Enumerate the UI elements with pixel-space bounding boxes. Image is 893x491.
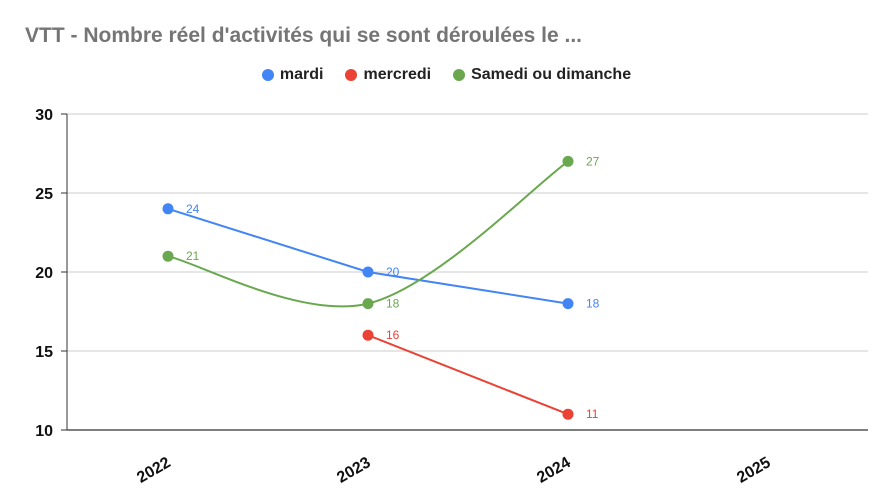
- xtick-label-2025: 2025: [734, 454, 773, 487]
- data-label-mercredi-1: 11: [586, 407, 599, 421]
- data-points: [162, 155, 574, 420]
- data-label-samedi-ou-dimanche-1: 18: [386, 297, 400, 311]
- legend-item-mardi[interactable]: mardi: [261, 66, 324, 84]
- data-label-mardi-1: 20: [386, 265, 400, 279]
- legend-marker-mardi: [261, 69, 274, 81]
- data-point-mardi-0: [162, 203, 174, 215]
- ytick-label-30: 30: [35, 107, 53, 124]
- data-point-samedi-ou-dimanche-1: [362, 298, 374, 310]
- data-point-samedi-ou-dimanche-2: [562, 155, 574, 167]
- ytick-label-25: 25: [35, 186, 53, 203]
- data-label-mardi-0: 24: [186, 202, 200, 216]
- ytick-label-20: 20: [35, 265, 53, 282]
- chart-legend: mardi mercredi Samedi ou dimanche: [0, 66, 893, 84]
- data-point-mercredi-0: [362, 329, 374, 341]
- data-label-mardi-2: 18: [586, 297, 600, 311]
- legend-marker-samedi-ou-dimanche: [453, 69, 466, 81]
- xtick-label-2022: 2022: [134, 454, 173, 487]
- data-label-mercredi-0: 16: [386, 328, 400, 342]
- legend-label-mardi: mardi: [279, 66, 324, 83]
- series-lines: [167, 160, 569, 416]
- xtick-label-2023: 2023: [334, 454, 373, 487]
- data-point-mercredi-1: [562, 408, 574, 420]
- grid-lines: [67, 113, 868, 352]
- data-label-samedi-ou-dimanche-0: 21: [186, 249, 200, 263]
- legend-item-samedi-ou-dimanche[interactable]: Samedi ou dimanche: [453, 66, 631, 84]
- chart-title: VTT - Nombre réel d'activités qui se son…: [25, 24, 582, 47]
- xtick-label-2024: 2024: [534, 454, 573, 487]
- series-line-samedi-ou-dimanche: [167, 160, 569, 308]
- legend-item-mercredi[interactable]: mercredi: [345, 66, 431, 84]
- series-line-mardi: [167, 207, 569, 305]
- data-labels: 24 20 18 16 11 21 18 27: [186, 154, 600, 421]
- legend-label-mercredi: mercredi: [363, 66, 432, 83]
- data-point-samedi-ou-dimanche-0: [162, 250, 174, 262]
- ytick-label-10: 10: [35, 423, 53, 440]
- data-label-samedi-ou-dimanche-2: 27: [586, 154, 600, 168]
- legend-label-samedi-ou-dimanche: Samedi ou dimanche: [471, 66, 632, 83]
- ytick-label-15: 15: [35, 344, 53, 361]
- legend-marker-mercredi: [345, 69, 358, 81]
- data-point-mardi-2: [562, 298, 574, 310]
- series-line-mercredi: [367, 334, 569, 416]
- data-point-mardi-1: [362, 266, 374, 278]
